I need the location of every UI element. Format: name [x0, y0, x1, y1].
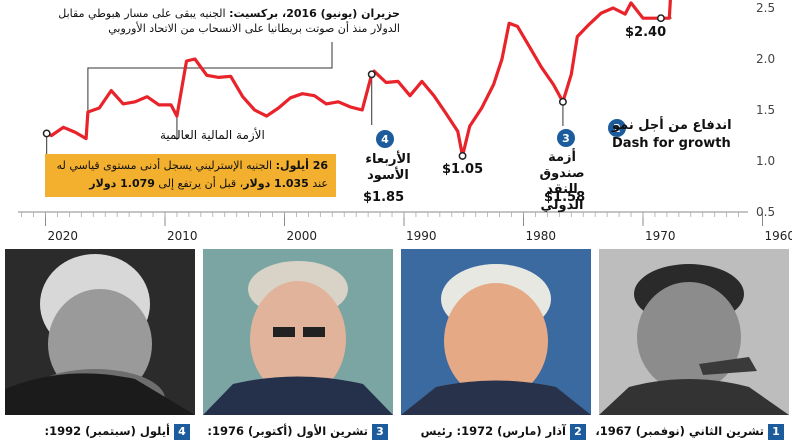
y-tick-label: 1.0: [756, 154, 775, 168]
photo-james-callaghan: [203, 249, 393, 415]
annotation-point: [558, 97, 567, 106]
y-tick-label: 0.5: [756, 205, 775, 219]
badge-black-wednesday-number: 4: [381, 133, 389, 146]
caption-number: 1: [768, 424, 784, 440]
annotation-point: [458, 151, 467, 160]
x-axis-ticks: 2020 2010 2000 1990 1980 1970 1960: [21, 212, 792, 243]
value-label-low: $1.05: [442, 162, 484, 177]
black-wednesday-line1: الأربعاء: [365, 152, 411, 167]
x-tick-label: 1990: [406, 229, 437, 243]
annotation-dots: [42, 14, 665, 160]
dash-for-growth-annotation: اندفاع من أجل نمو Dash for growth: [612, 117, 732, 153]
record-low-value: 1.035 دولار: [243, 177, 309, 190]
annotation-point: [42, 129, 51, 138]
gfc-annotation: الأزمة المالية العالمية: [160, 128, 265, 142]
leader-brexit: [87, 42, 333, 113]
event-badges: 2 3 4: [376, 119, 626, 148]
annotation-point: [367, 70, 376, 79]
record-low-text: الجنيه الإسترليني يسجل أدنى مستوى قياسي …: [56, 159, 328, 190]
caption-text: تشرين الثاني (نوفمبر) 1967،: [595, 424, 764, 438]
imf-crisis-line2: النقد الدولي: [540, 182, 584, 213]
badge-imf-crisis-number: 3: [562, 132, 570, 145]
x-tick-label: 1980: [525, 229, 556, 243]
brexit-annotation-text: الجنيه يبقى على مسار هبوطي مقابل الدولار…: [58, 7, 400, 35]
y-tick-label: 1.5: [756, 103, 775, 117]
value-label-peg: $2.40: [625, 25, 667, 40]
black-wednesday-line2: الأسود: [367, 168, 409, 183]
record-low-date: 26 أيلول:: [275, 159, 328, 172]
brexit-annotation-date: حزيران (يونيو) 2016، بركسيت:: [229, 7, 400, 20]
caption-text: أيلول (سبتمبر) 1992:: [44, 424, 170, 438]
dash-for-growth-arabic: اندفاع من أجل نمو: [612, 118, 732, 133]
caption-number: 4: [174, 424, 190, 440]
caption-1976: 3 تشرين الأول (أكتوبر) 1976:: [207, 424, 388, 440]
badge-black-wednesday-circle: [376, 130, 394, 148]
value-label-black-wednesday: $1.85: [363, 190, 405, 205]
x-tick-label: 1970: [645, 229, 676, 243]
value-label-imf: $1.58: [544, 190, 586, 205]
record-low-text2: ، قبل أن يرتفع إلى: [154, 177, 244, 190]
caption-text: آذار (مارس) 1972: رئيس: [420, 424, 566, 438]
photo-edward-heath: [401, 249, 591, 415]
x-tick-label: 2020: [47, 229, 78, 243]
black-wednesday-annotation: الأربعاء الأسود: [362, 152, 414, 184]
badge-dash-for-growth-circle: [608, 119, 626, 137]
badge-dash-for-growth-number: 2: [613, 122, 621, 135]
y-axis-ticks: 0.5 1.0 1.5 2.0 2.5: [756, 1, 775, 219]
record-low-callout: 26 أيلول: الجنيه الإسترليني يسجل أدنى مس…: [45, 154, 336, 197]
imf-crisis-line1: أزمة صندوق: [539, 150, 585, 181]
caption-text: تشرين الأول (أكتوبر) 1976:: [207, 424, 368, 438]
x-tick-label: 2000: [286, 229, 317, 243]
x-tick-label: 2010: [167, 229, 198, 243]
y-tick-label: 2.5: [756, 1, 775, 15]
y-tick-label: 2.0: [756, 52, 775, 66]
x-tick-label: 1960: [764, 229, 792, 243]
caption-1992: 4 أيلول (سبتمبر) 1992:: [44, 424, 190, 440]
caption-number: 2: [570, 424, 586, 440]
badge-imf-crisis-circle: [557, 129, 575, 147]
record-low-rebound: 1.079 دولار: [89, 177, 155, 190]
dash-for-growth-english: Dash for growth: [612, 136, 731, 151]
caption-1967: 1 تشرين الثاني (نوفمبر) 1967،: [595, 424, 784, 440]
imf-crisis-annotation: أزمة صندوق النقد الدولي: [525, 150, 599, 214]
fx-chart: 2020 2010 2000 1990 1980 1970 1960 0.5 1.0 1.5 2.…: [18, 0, 792, 243]
brexit-annotation: حزيران (يونيو) 2016، بركسيت: الجنيه يبقى…: [30, 6, 400, 36]
caption-number: 3: [372, 424, 388, 440]
caption-1972: 2 آذار (مارس) 1972: رئيس: [421, 424, 586, 440]
photo-harold-wilson: [599, 249, 789, 415]
annotation-point: [656, 14, 665, 23]
photo-john-major: [5, 249, 195, 415]
